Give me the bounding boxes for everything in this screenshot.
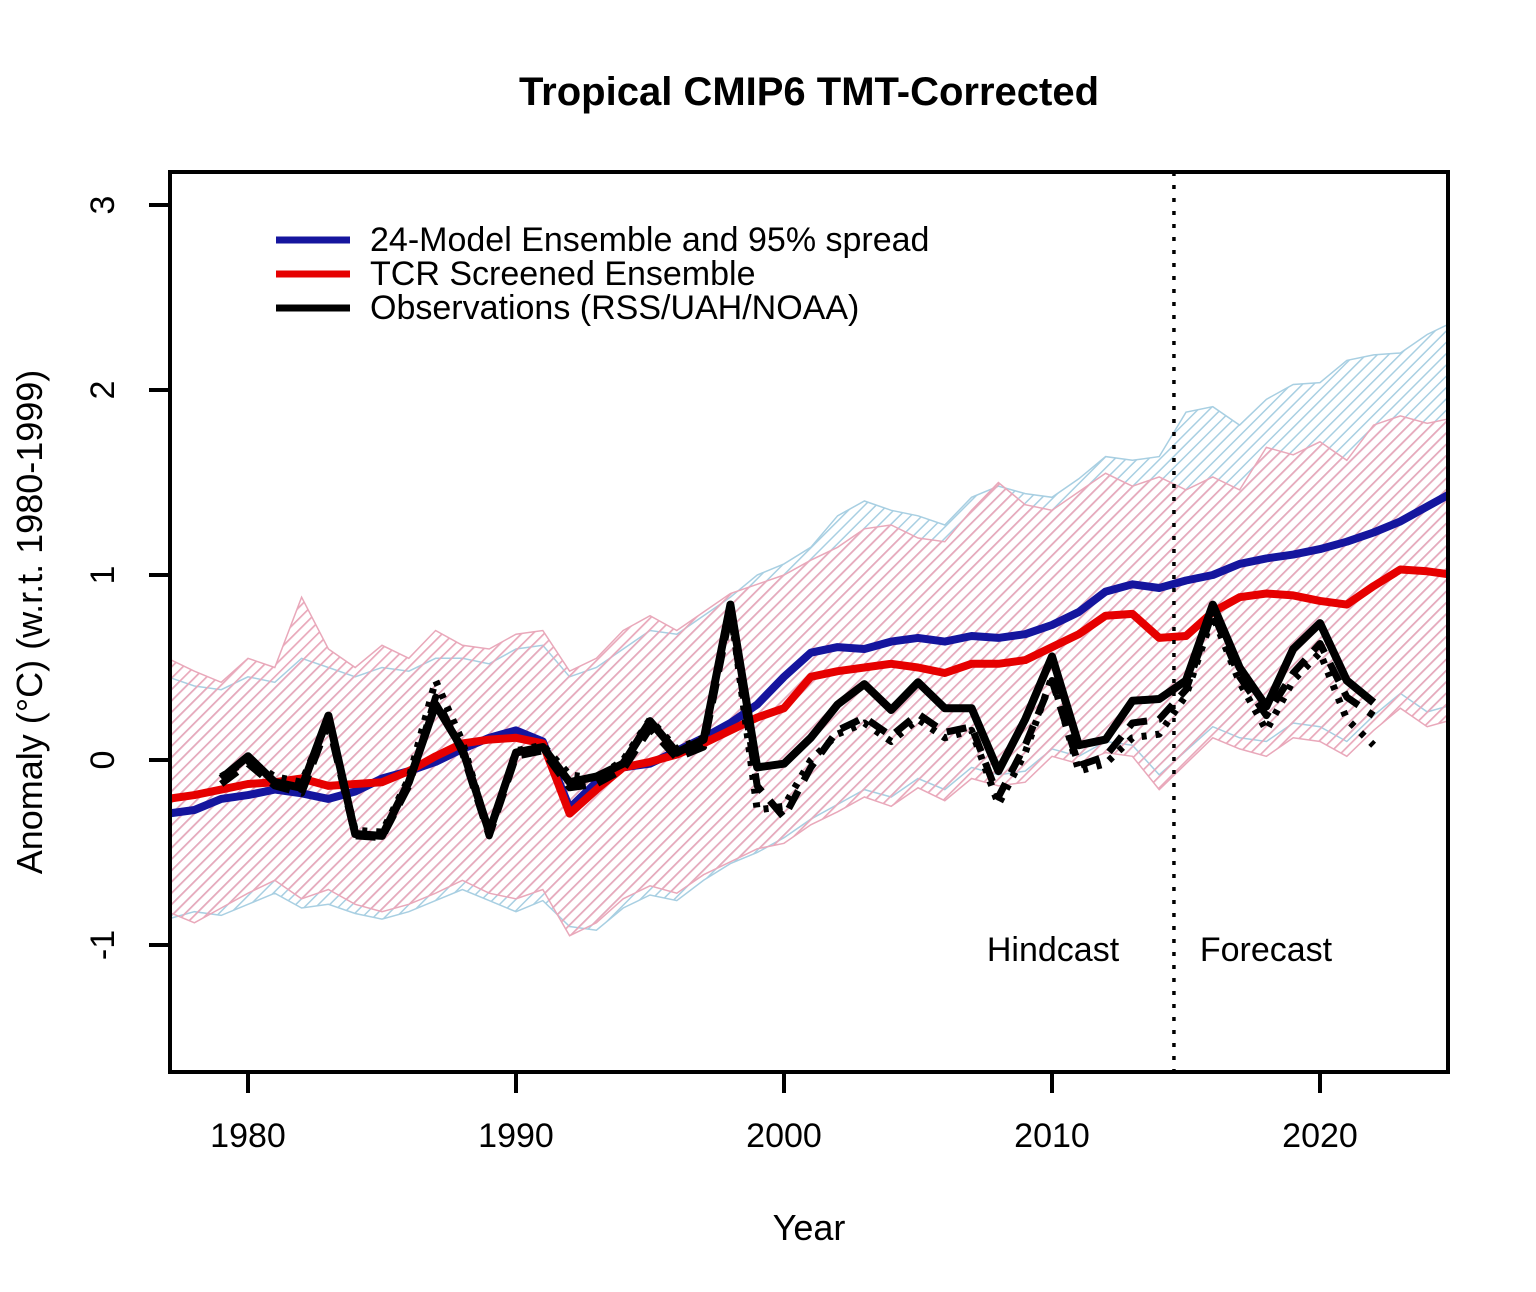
y-tick-label-2: 2 [84,381,122,400]
legend: 24-Model Ensemble and 95% spread TCR Scr… [276,221,929,327]
legend-label-observations: Observations (RSS/UAH/NOAA) [370,289,859,327]
legend-label-tcr: TCR Screened Ensemble [370,255,756,293]
x-tick-label-2010: 2010 [1014,1117,1090,1155]
plot-frame [168,170,1450,1074]
x-tick-label-2000: 2000 [746,1117,822,1155]
y-tick-label-0: 0 [84,751,122,770]
hindcast-annotation: Hindcast [987,931,1120,969]
y-tick-label-3: 3 [84,196,122,215]
y-axis-label: Anomaly (°C) (w.r.t. 1980-1999) [9,370,50,875]
x-tick-label-1990: 1990 [478,1117,554,1155]
x-tick-label-2020: 2020 [1282,1117,1358,1155]
spread-bands-layer [170,323,1448,937]
y-tick-label--1: -1 [84,930,122,960]
x-tick-label-1980: 1980 [210,1117,286,1155]
y-tick-label-1: 1 [84,566,122,585]
axis-ticks-layer: 1980 1990 2000 2010 2020 3 2 1 0 -1 [84,196,1358,1155]
series-line-1-solid [170,565,1448,818]
legend-label-ensemble: 24-Model Ensemble and 95% spread [370,221,929,259]
forecast-annotation: Forecast [1200,931,1333,969]
chart-title: Tropical CMIP6 TMT-Corrected [519,70,1099,114]
legend-swatches [276,236,350,312]
series-line-4-dotted [219,603,1377,838]
x-axis-label: Year [773,1207,846,1248]
series-lines-layer [170,490,1448,842]
